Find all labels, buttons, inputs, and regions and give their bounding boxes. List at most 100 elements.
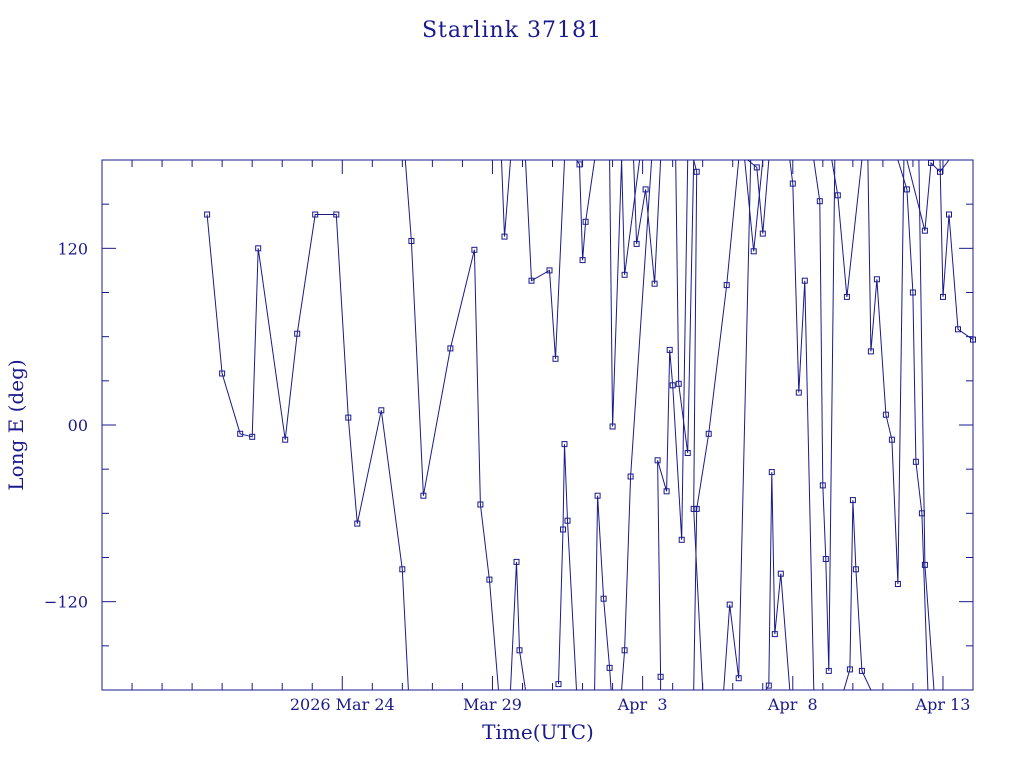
data-point	[873, 276, 880, 283]
data-point	[894, 581, 901, 587]
series-line	[510, 561, 526, 690]
series-line	[621, 160, 641, 275]
data-point	[903, 186, 910, 193]
x-tick-label: Apr 13	[915, 695, 971, 714]
data-point	[669, 382, 676, 389]
data-point	[609, 423, 616, 430]
data-point	[970, 336, 976, 343]
data-point	[564, 517, 571, 524]
series-line	[831, 160, 863, 297]
data-point	[801, 277, 808, 284]
data-point	[621, 647, 628, 654]
data-point	[921, 227, 928, 234]
data-point	[768, 469, 775, 476]
series-line	[609, 160, 623, 427]
data-point	[759, 230, 766, 237]
series-line	[897, 160, 929, 690]
data-point	[528, 277, 535, 284]
data-point	[606, 664, 613, 671]
data-point	[912, 458, 919, 465]
data-point	[816, 198, 823, 205]
data-point	[354, 520, 361, 527]
plot-frame	[101, 159, 974, 691]
data-point	[576, 161, 583, 168]
data-point	[819, 482, 826, 489]
data-point	[946, 211, 952, 218]
data-point	[858, 667, 865, 674]
data-point	[940, 293, 946, 300]
data-point	[621, 271, 628, 278]
data-point	[555, 681, 562, 688]
data-point	[651, 280, 658, 287]
series-line	[813, 160, 836, 671]
series-line	[906, 160, 950, 231]
data-point	[345, 414, 352, 421]
data-point	[955, 326, 961, 333]
data-point	[477, 501, 484, 508]
data-point	[657, 673, 664, 680]
data-point	[846, 666, 853, 673]
x-tick-label: 2026 Mar 24	[290, 695, 395, 714]
data-point	[633, 240, 640, 247]
data-point	[849, 497, 856, 504]
data-point	[705, 430, 712, 437]
series-line	[621, 160, 653, 690]
data-point	[684, 450, 691, 456]
data-point	[582, 218, 589, 225]
data-point	[255, 245, 262, 252]
series-line	[867, 160, 905, 585]
x-axis-title: Time(UTC)	[482, 720, 594, 744]
data-point	[579, 257, 586, 264]
data-point	[399, 566, 406, 573]
data-point	[937, 168, 943, 175]
data-point	[921, 561, 928, 568]
data-point	[834, 192, 841, 199]
data-point	[750, 248, 757, 255]
series-line	[789, 160, 815, 690]
data-point	[888, 436, 895, 443]
data-point	[471, 246, 478, 253]
series-line	[206, 214, 409, 690]
y-axis-title: Long E (deg)	[4, 359, 28, 490]
x-tick-label: Mar 29	[463, 695, 522, 714]
data-point	[765, 682, 772, 689]
data-point	[561, 441, 568, 448]
series-line	[558, 444, 577, 690]
data-point	[735, 675, 742, 682]
data-point	[420, 492, 427, 499]
data-point	[675, 380, 682, 387]
data-point	[501, 233, 508, 240]
series-line	[747, 160, 770, 234]
y-tick-label: 00	[68, 416, 88, 435]
data-point	[678, 536, 685, 543]
y-tick-label: 120	[57, 239, 88, 258]
data-point	[654, 457, 661, 464]
x-tick-label: Apr 8	[767, 695, 818, 714]
data-point	[447, 345, 454, 352]
data-point	[852, 566, 859, 573]
x-tick-label: Apr 3	[617, 695, 668, 714]
data-point	[513, 558, 520, 565]
data-point	[560, 526, 566, 533]
data-point	[627, 473, 634, 480]
data-point	[594, 492, 601, 499]
data-point	[663, 488, 670, 495]
data-point	[867, 348, 874, 355]
data-point	[486, 576, 493, 583]
tick-labels: 120 00 −120 2026 Mar 24 Mar 29 Apr 3 Apr 8 Apr …	[44, 239, 970, 714]
series-line	[594, 495, 612, 690]
data-point	[693, 505, 700, 512]
data-point	[753, 164, 760, 171]
data-point	[249, 433, 256, 440]
data-point	[843, 293, 850, 300]
series-line	[918, 160, 935, 690]
data-point	[546, 267, 553, 274]
data-markers	[204, 159, 976, 689]
data-point	[723, 282, 730, 289]
series-line	[675, 160, 695, 454]
data-point	[600, 595, 607, 602]
data-point	[928, 159, 934, 166]
data-point	[204, 211, 211, 218]
series-line	[657, 160, 689, 690]
